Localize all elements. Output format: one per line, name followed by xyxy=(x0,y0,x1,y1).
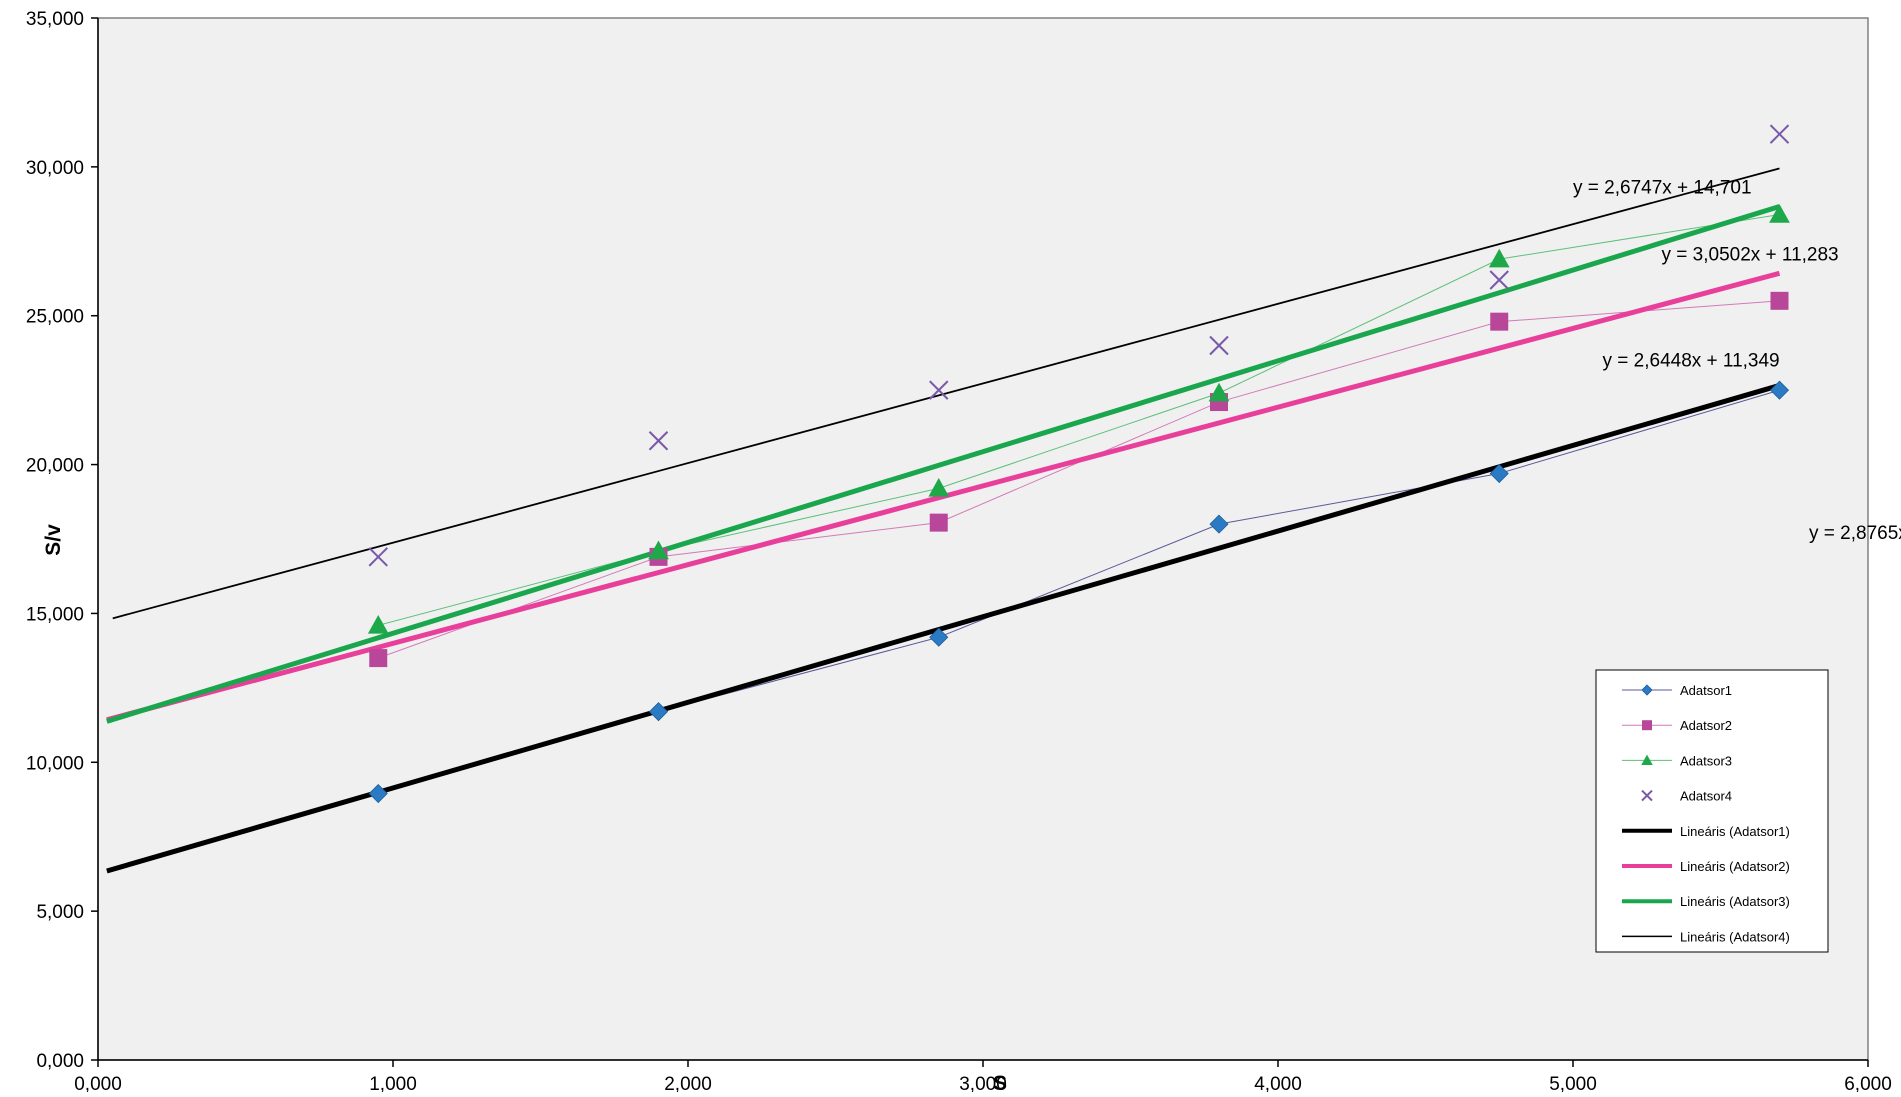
series-4-point xyxy=(1769,124,1790,144)
data-markers xyxy=(367,124,1790,804)
series-1-point xyxy=(1209,514,1229,534)
series-2-point xyxy=(369,649,388,668)
y-tick-label: 30,000 xyxy=(26,158,84,179)
series-3-point xyxy=(1488,248,1510,268)
trendline-equation-label: y = 2,6747x + 14,701 xyxy=(1573,178,1752,199)
series-4-point xyxy=(368,547,388,567)
legend-entry: Lineáris (Adatsor3) xyxy=(1622,894,1790,909)
series-1-point xyxy=(368,783,388,804)
x-axis-ticks: 0,000 1,000 2,000 3,000 4,000 5,000 6,000 xyxy=(74,1060,1892,1095)
legend-label: Adatsor1 xyxy=(1680,683,1732,698)
series-4-point-stroke xyxy=(648,431,669,451)
series-4-point xyxy=(1489,270,1509,290)
legend-entry: Adatsor2 xyxy=(1622,718,1732,733)
series-4-point-stroke xyxy=(1489,270,1509,290)
series-4-point-stroke xyxy=(368,547,388,567)
y-tick-label: 0,000 xyxy=(36,1051,84,1072)
legend-label: Lineáris (Adatsor2) xyxy=(1680,859,1790,874)
trendline-3 xyxy=(106,204,1781,724)
series-4-point-stroke xyxy=(929,380,949,400)
legend-label: Lineáris (Adatsor1) xyxy=(1680,824,1790,839)
series-4-point-stroke xyxy=(1209,335,1229,356)
series-line-3 xyxy=(378,213,1780,626)
series-1-point xyxy=(1489,463,1509,484)
y-axis-title: S/v xyxy=(42,524,65,556)
series-2-point xyxy=(929,513,948,532)
legend-label: Lineáris (Adatsor4) xyxy=(1680,929,1790,944)
y-axis-ticks: 0,000 5,000 10,000 15,000 20,000 25,000 30,000… xyxy=(26,9,98,1072)
legend-entry: Adatsor4 xyxy=(1641,789,1732,804)
x-tick-label: 3,000 xyxy=(959,1074,1007,1092)
trendline-4 xyxy=(112,167,1780,620)
trendline-equations: y = 2,6747x + 14,701 y = 3,0502x + 11,283… xyxy=(1573,178,1901,544)
x-tick-label: 6,000 xyxy=(1844,1074,1892,1092)
x-tick-label: 1,000 xyxy=(369,1074,417,1092)
legend-entry: Lineáris (Adatsor4) xyxy=(1622,929,1790,944)
x-tick-label: 4,000 xyxy=(1254,1074,1302,1092)
legend-swatch-marker xyxy=(1642,720,1652,731)
legend-label: Adatsor2 xyxy=(1680,718,1732,733)
y-tick-label: 25,000 xyxy=(26,307,84,328)
legend-entry: Lineáris (Adatsor1) xyxy=(1622,824,1790,839)
series-1-point xyxy=(1769,380,1790,400)
y-tick-label: 35,000 xyxy=(26,9,84,30)
legend-box xyxy=(1595,669,1829,953)
series-3-point xyxy=(648,540,669,560)
y-tick-label: 15,000 xyxy=(26,604,84,625)
series-4-point xyxy=(929,380,949,400)
legend: Adatsor1 Adatsor2 Adatsor3 Adatsor4 Lineáris… xyxy=(1595,669,1829,953)
series-4-point xyxy=(1209,335,1229,356)
series-3-point xyxy=(367,614,389,634)
trendline-equation-label: y = 2,6448x + 11,349 xyxy=(1603,350,1780,371)
series-2-point xyxy=(1490,312,1509,331)
legend-label: Adatsor3 xyxy=(1680,753,1732,768)
series-4-point xyxy=(648,431,669,451)
legend-label: Lineáris (Adatsor3) xyxy=(1680,894,1790,909)
y-tick-label: 5,000 xyxy=(36,902,84,923)
legend-swatch-marker xyxy=(1641,754,1653,765)
series-2-point xyxy=(1770,291,1789,310)
x-tick-label: 5,000 xyxy=(1549,1074,1597,1092)
y-tick-label: 10,000 xyxy=(26,753,84,774)
y-tick-label: 20,000 xyxy=(26,456,84,477)
x-axis-title: S xyxy=(993,1072,1007,1092)
trendline-equation-label: y = 3,0502x + 11,283 xyxy=(1662,245,1839,266)
legend-entry: Lineáris (Adatsor2) xyxy=(1622,859,1790,874)
x-tick-label: 2,000 xyxy=(664,1074,712,1092)
legend-entry: Adatsor3 xyxy=(1622,753,1732,768)
trendline-equation-label: y = 2,8765x + 6,2619 xyxy=(1809,523,1901,544)
plot-area xyxy=(97,17,1869,1061)
legend-swatch-marker xyxy=(1641,789,1653,802)
series-3-point xyxy=(1208,382,1230,402)
legend-label: Adatsor4 xyxy=(1680,789,1732,804)
legend-entry: Adatsor1 xyxy=(1622,683,1732,698)
series-3-point xyxy=(1769,204,1790,223)
series-3-point xyxy=(928,478,950,497)
legend-swatch-marker xyxy=(1641,684,1653,696)
legend-swatch-marker-stroke xyxy=(1641,789,1653,802)
series-4-point-stroke xyxy=(1769,124,1790,144)
series-1-point xyxy=(648,702,669,722)
series-1-point xyxy=(929,627,949,647)
x-tick-label: 0,000 xyxy=(74,1074,122,1092)
